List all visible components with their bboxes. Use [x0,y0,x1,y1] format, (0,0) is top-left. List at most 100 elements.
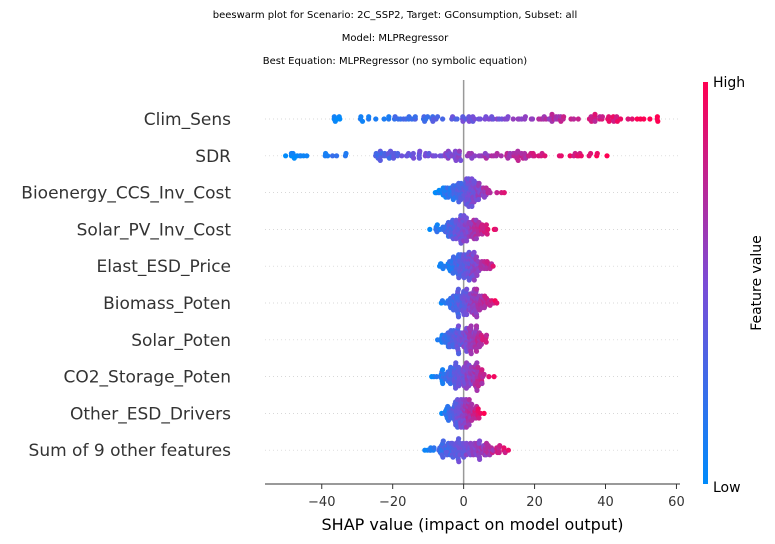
shap-point [410,150,416,157]
shap-point [472,116,478,122]
shap-point [486,374,492,380]
shap-point [283,153,289,159]
shap-point [425,114,431,120]
shap-point [494,150,500,157]
shap-point [485,226,491,232]
shap-point [501,190,507,196]
shap-point [458,157,464,163]
shap-point [435,114,441,120]
shap-point [474,387,480,393]
shap-point [472,153,478,159]
shap-point [468,323,474,329]
shap-point [427,226,433,232]
feature-label: CO2_Storage_Poten [63,368,231,388]
shap-point [456,436,462,442]
shap-point [501,445,507,451]
shap-point [473,323,480,329]
shap-point [412,114,418,120]
x-tick-label: 20 [526,495,543,510]
shap-point [522,150,528,157]
shap-point [366,114,372,120]
shap-point [483,222,489,228]
shap-point [468,351,474,357]
shap-point [505,114,511,120]
colorbar-gradient [703,82,708,484]
shap-point [625,116,631,122]
chart-subtitle-equation: Best Equation: MLPRegressor (no symbolic… [262,56,528,67]
shap-point [531,153,538,159]
colorbar-high-label: High [713,75,745,91]
shap-point [483,339,489,345]
shap-point [329,153,336,159]
shap-point [558,153,564,159]
shap-point [456,148,462,154]
shap-point [476,415,482,421]
shap-point [498,153,504,159]
shap-point [325,153,331,159]
shap-point [466,397,472,403]
shap-point [440,380,446,387]
shap-point [463,440,470,446]
shap-point [599,114,606,120]
shap-point [510,116,516,122]
shap-point [471,249,477,255]
shap-point [440,367,446,373]
shap-point [474,286,480,292]
shap-point [606,118,612,124]
shap-point [477,438,483,444]
shap-point [466,422,472,428]
shap-point [454,116,460,122]
shap-point [575,116,581,122]
shap-point [592,118,598,124]
shap-point [473,236,479,242]
shap-point [487,190,493,196]
shap-point [490,116,496,122]
shap-point [494,190,500,196]
shap-point [476,180,482,186]
shap-point [358,114,364,120]
shap-point [549,111,555,117]
shap-point [469,203,475,209]
shap-point [479,380,485,387]
shap-point [475,364,481,370]
feature-label: Sum of 9 other features [29,441,232,461]
shap-point [434,222,440,228]
feature-label: Solar_PV_Inv_Cost [77,220,232,240]
shap-point [494,300,500,306]
shap-point [473,254,480,260]
shap-point [490,263,496,269]
shap-point [304,153,310,159]
shap-point [337,116,343,122]
shap-point [496,449,502,456]
colorbar: High Low Feature value [703,75,765,496]
shap-point [464,286,470,292]
shap-point [455,323,462,329]
shap-point [359,118,366,124]
shap-point [618,116,624,122]
shap-point [578,153,584,159]
shap-point [477,456,483,462]
shap-point [483,332,490,338]
shap-point [455,314,462,320]
shap-point [411,155,417,161]
shap-point [497,443,503,449]
shap-point [290,150,296,157]
shap-point [474,314,480,320]
shap-point [484,231,490,237]
shap-point [505,447,511,453]
shap-point [493,226,499,232]
shap-point [399,153,405,159]
feature-label: SDR [195,147,231,167]
shap-point [571,116,577,122]
shap-point [478,341,484,347]
shap-point [464,238,470,244]
x-tick-label: 0 [459,495,467,510]
shap-point [381,116,387,122]
shap-point [481,371,487,377]
shap-point [641,116,647,122]
colorbar-low-label: Low [713,480,741,496]
shap-point [386,114,392,120]
chart-title: beeswarm plot for Scenario: 2C_SSP2, Tar… [212,10,578,21]
shap-point [434,374,440,380]
